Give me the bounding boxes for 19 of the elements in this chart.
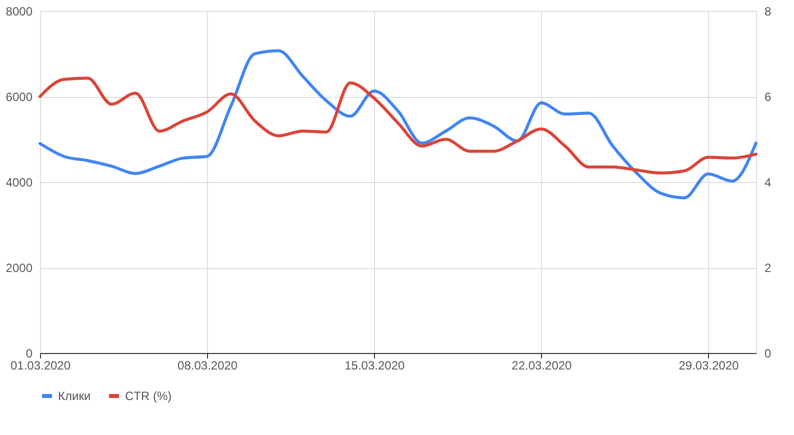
line-series [38, 76, 758, 175]
legend-label: CTR (%) [125, 389, 172, 403]
y-tick-label: 0 [26, 346, 33, 360]
y2-tick-label: 0 [764, 346, 772, 360]
y-tick-label: 8000 [6, 4, 33, 18]
y-tick-label: 2000 [6, 261, 33, 275]
y2-tick-label: 8 [764, 4, 772, 18]
y2-tick-label: 4 [764, 176, 772, 190]
y2-tick-label: 6 [764, 90, 772, 104]
x-tick-label: 08.03.2020 [178, 358, 238, 372]
x-tick-label: 01.03.2020 [10, 358, 71, 372]
y-tick-label: 4000 [6, 176, 33, 190]
y2-tick-label: 2 [764, 261, 772, 275]
x-tick-label: 22.03.2020 [512, 358, 572, 372]
legend-label: Клики [58, 389, 91, 403]
x-tick-label: 29.03.2020 [678, 358, 740, 372]
y-tick-label: 6000 [6, 90, 33, 104]
line-series [38, 49, 758, 200]
x-tick-label: 15.03.2020 [344, 358, 405, 372]
